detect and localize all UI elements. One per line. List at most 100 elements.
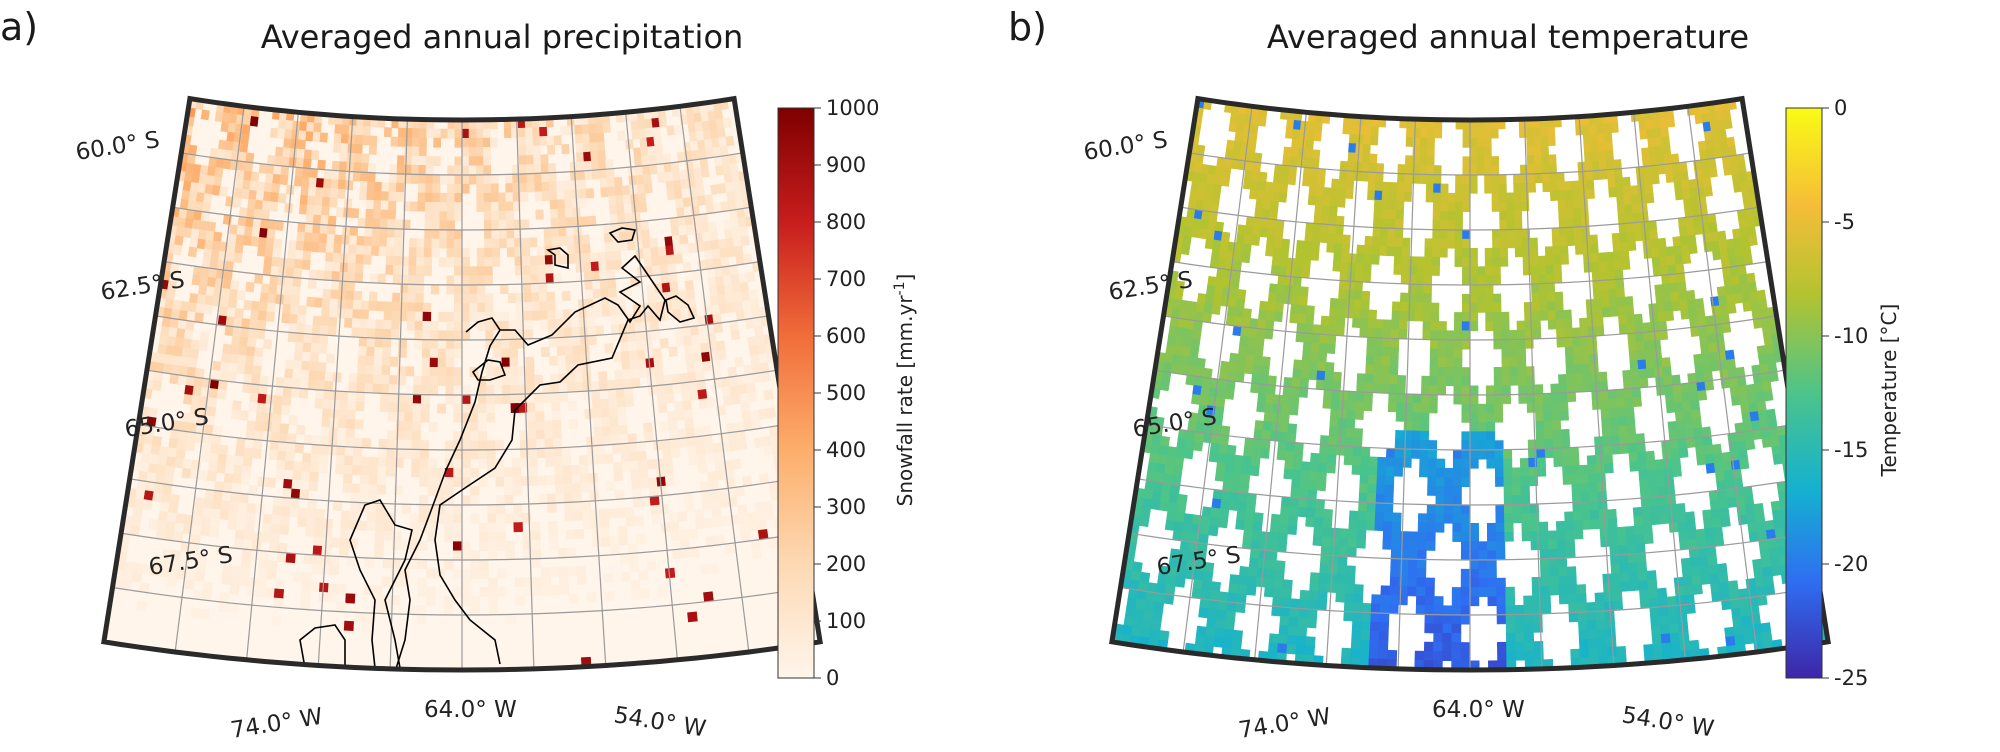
grid-cell: [1551, 227, 1561, 238]
grid-cell: [1770, 500, 1782, 512]
grid-cell: [691, 269, 701, 281]
grid-cell: [337, 179, 347, 190]
grid-cell: [1426, 504, 1437, 515]
grid-cell: [313, 122, 322, 133]
grid-cell: [296, 314, 307, 325]
grid-cell: [526, 164, 535, 175]
grid-cell: [1727, 367, 1738, 379]
grid-cell: [248, 401, 259, 413]
grid-cell: [703, 443, 714, 455]
grid-cell: [594, 444, 605, 456]
map-a: [101, 95, 823, 673]
grid-cell: [581, 133, 591, 144]
grid-cell: [504, 494, 514, 505]
grid-cell: [574, 124, 583, 136]
grid-cell: [1383, 512, 1394, 523]
grid-cell: [1645, 450, 1656, 462]
grid-cell: [512, 485, 522, 496]
grid-cell: [382, 558, 393, 569]
grid-cell: [327, 224, 336, 236]
grid-cell: [1493, 339, 1503, 350]
grid-cell: [665, 245, 675, 256]
grid-cell: [1417, 513, 1428, 524]
grid-cell: [275, 468, 286, 480]
grid-cell: [614, 379, 625, 390]
grid-cell: [453, 413, 463, 423]
grid-cell: [1718, 498, 1729, 510]
grid-cell: [746, 512, 758, 523]
grid-cell: [1280, 247, 1290, 259]
grid-cell: [527, 420, 537, 431]
grid-cell: [1688, 243, 1698, 255]
grid-cell: [590, 151, 599, 162]
grid-cell: [567, 565, 578, 577]
grid-cell: [227, 298, 238, 309]
grid-cell: [1624, 204, 1634, 215]
grid-cell: [530, 264, 539, 275]
grid-cell: [1574, 382, 1584, 393]
grid-cell: [485, 385, 495, 396]
grid-cell: [1678, 447, 1689, 459]
grid-cell: [308, 480, 319, 492]
grid-cell: [657, 586, 669, 598]
grid-cell: [1242, 529, 1254, 541]
grid-cell: [422, 302, 432, 313]
grid-cell: [1438, 321, 1447, 331]
grid-cell: [642, 247, 652, 259]
grid-cell: [1385, 457, 1396, 468]
grid-cell: [1573, 217, 1582, 228]
grid-cell: [1348, 133, 1358, 145]
grid-cell: [1735, 431, 1746, 443]
grid-cell: [1578, 464, 1589, 475]
grid-cell: [1426, 531, 1436, 542]
grid-cell: [1426, 165, 1435, 175]
grid-cell: [1237, 353, 1247, 365]
grid-cell: [1552, 438, 1562, 449]
grid-cell: [408, 265, 417, 276]
grid-cell: [252, 439, 263, 450]
grid-cell: [556, 346, 566, 357]
grid-cell: [1712, 452, 1724, 464]
grid-cell: [1462, 238, 1471, 249]
grid-cell: [580, 482, 591, 493]
grid-cell: [333, 133, 343, 144]
grid-cell: [1363, 401, 1373, 412]
grid-cell: [1250, 235, 1261, 246]
grid-cell: [1182, 337, 1193, 349]
grid-cell: [588, 481, 599, 493]
grid-cell: [297, 139, 306, 151]
grid-cell: [1435, 467, 1446, 478]
grid-cell: [555, 309, 564, 320]
grid-cell: [270, 431, 281, 443]
grid-cell: [364, 383, 374, 394]
grid-cell: [1217, 517, 1229, 529]
grid-cell: [558, 566, 569, 577]
grid-cell: [602, 122, 611, 133]
grid-cell: [1387, 218, 1397, 229]
grid-cell: [1709, 351, 1719, 363]
grid-cell: [565, 217, 574, 228]
grid-cell: [1615, 278, 1625, 289]
grid-cell: [657, 172, 667, 183]
grid-cell: [246, 503, 257, 514]
grid-cell: [392, 274, 402, 285]
grid-cell: [187, 302, 198, 313]
grid-cell: [636, 349, 647, 361]
grid-cell: [695, 186, 705, 197]
map-b: [1109, 95, 1831, 673]
grid-cell: [1501, 357, 1511, 368]
grid-cell: [418, 504, 429, 515]
grid-cell: [295, 240, 305, 252]
grid-cell: [479, 568, 489, 579]
grid-cell: [211, 240, 222, 252]
grid-cell: [1469, 413, 1479, 423]
grid-cell: [487, 541, 498, 551]
grid-cell: [610, 434, 621, 445]
grid-cell: [331, 160, 341, 172]
grid-cell: [493, 385, 503, 396]
grid-cell: [1517, 366, 1527, 377]
grid-cell: [1330, 399, 1341, 410]
grid-cell: [206, 470, 217, 482]
grid-cell: [1707, 157, 1717, 169]
grid-cell: [485, 321, 494, 331]
